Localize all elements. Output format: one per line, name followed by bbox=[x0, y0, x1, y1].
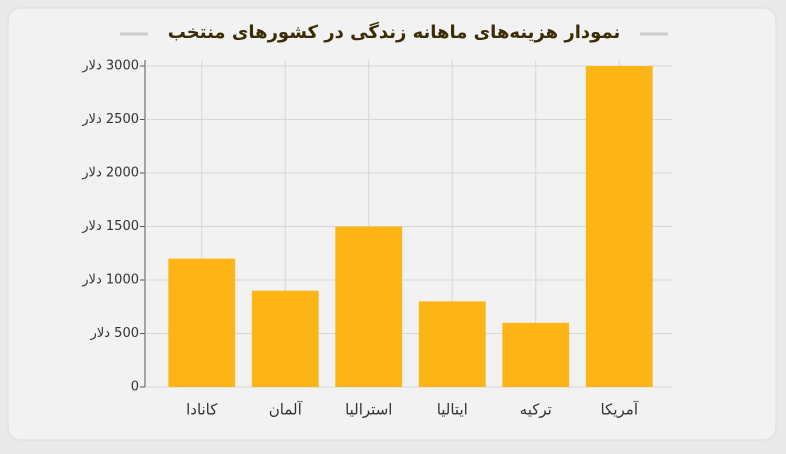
x-tick-label: ترکیه bbox=[520, 401, 552, 419]
y-tick-label: 1500 دلار bbox=[81, 219, 139, 234]
y-tick-label: 500 دلار bbox=[90, 326, 139, 341]
y-tick-label: 1000 دلار bbox=[81, 273, 139, 288]
x-tick-label: کانادا bbox=[186, 401, 218, 419]
bar bbox=[251, 290, 319, 387]
x-tick-label: ایتالیا bbox=[437, 401, 468, 419]
bar bbox=[585, 66, 653, 387]
x-tick-label: آلمان bbox=[269, 401, 303, 419]
bar bbox=[168, 258, 236, 387]
bar bbox=[335, 226, 403, 387]
y-tick-label: 2000 دلار bbox=[81, 166, 139, 181]
y-tick-label: 0 bbox=[131, 380, 139, 395]
y-tick-label: 3000 دلار bbox=[81, 59, 139, 74]
x-tick-label: استرالیا bbox=[345, 401, 392, 419]
x-tick-label: آمریکا bbox=[600, 401, 638, 419]
bar bbox=[502, 322, 570, 387]
y-tick-label: 2500 دلار bbox=[81, 112, 139, 127]
bar bbox=[418, 301, 486, 387]
chart-title: نمودار هزینه‌های ماهانه زندگی در کشورهای… bbox=[168, 21, 621, 43]
